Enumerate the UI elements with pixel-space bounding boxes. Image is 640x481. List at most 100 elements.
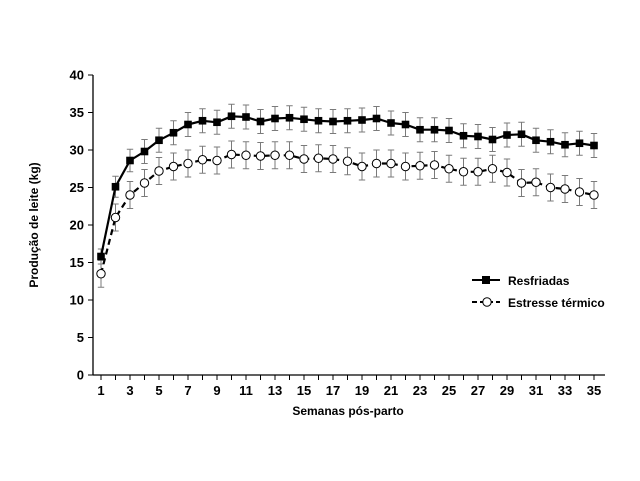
- x-tick-label: 27: [471, 383, 485, 398]
- y-tick-label: 20: [70, 218, 84, 233]
- data-point-resfriadas: [358, 116, 366, 124]
- y-tick-label: 25: [70, 180, 84, 195]
- x-axis-label: Semanas pós-parto: [292, 404, 403, 418]
- x-tick-label: 1: [97, 383, 104, 398]
- data-point-estresse-termico: [574, 187, 585, 197]
- data-point-estresse-termico: [96, 269, 106, 279]
- data-point-estresse-termico: [357, 161, 367, 172]
- data-point-resfriadas: [416, 125, 424, 134]
- data-point-resfriadas: [126, 156, 134, 165]
- data-point-estresse-termico: [299, 154, 309, 164]
- data-point-estresse-termico: [241, 150, 251, 160]
- x-tick-label: 29: [500, 383, 514, 398]
- x-tick-label: 31: [529, 383, 543, 398]
- x-tick-label: 7: [184, 383, 191, 398]
- x-tick-label: 9: [213, 383, 220, 398]
- x-tick-label: 33: [558, 383, 572, 398]
- data-point-resfriadas: [561, 140, 569, 149]
- data-point-estresse-termico: [183, 158, 193, 169]
- data-point-estresse-termico: [589, 190, 599, 200]
- data-point-estresse-termico: [458, 167, 469, 177]
- data-point-estresse-termico: [342, 156, 353, 166]
- data-point-estresse-termico: [125, 190, 135, 200]
- data-point-estresse-termico: [560, 184, 570, 194]
- legend-label-resfriadas: Resfriadas: [508, 274, 570, 288]
- data-point-estresse-termico: [139, 178, 150, 188]
- data-point-resfriadas: [111, 182, 120, 191]
- data-point-estresse-termico: [110, 212, 121, 223]
- series-lines: [99, 115, 595, 275]
- data-point-resfriadas: [488, 135, 497, 144]
- data-point-resfriadas: [314, 116, 323, 125]
- data-point-estresse-termico: [400, 161, 411, 172]
- data-point-resfriadas: [532, 136, 540, 145]
- y-tick-label: 10: [70, 293, 84, 308]
- x-tick-label: 21: [384, 383, 398, 398]
- data-point-resfriadas: [590, 141, 598, 150]
- data-point-resfriadas: [445, 126, 453, 135]
- data-point-estresse-termico: [255, 151, 266, 161]
- x-tick-label: 13: [268, 383, 282, 398]
- data-point-estresse-termico: [473, 167, 483, 177]
- data-point-estresse-termico: [212, 155, 222, 166]
- data-point-resfriadas: [329, 117, 337, 126]
- data-point-resfriadas: [97, 252, 105, 261]
- y-tick-label: 0: [77, 368, 84, 383]
- legend: Resfriadas Estresse térmico: [472, 274, 605, 310]
- series-markers: [96, 112, 599, 279]
- data-point-estresse-termico: [415, 161, 425, 171]
- x-tick-label: 25: [442, 383, 456, 398]
- data-point-estresse-termico: [531, 177, 541, 187]
- y-tick-label: 15: [70, 255, 84, 270]
- data-point-resfriadas: [198, 116, 207, 125]
- data-point-resfriadas: [546, 137, 555, 146]
- data-point-estresse-termico: [487, 164, 498, 174]
- x-tick-label: 5: [155, 383, 162, 398]
- data-point-estresse-termico: [386, 158, 396, 169]
- x-tick-label: 19: [355, 383, 369, 398]
- data-point-estresse-termico: [226, 149, 237, 160]
- data-point-resfriadas: [271, 114, 279, 123]
- y-tick-label: 5: [77, 330, 84, 345]
- data-point-resfriadas: [503, 131, 511, 139]
- data-point-estresse-termico: [270, 150, 280, 160]
- data-point-estresse-termico: [197, 155, 208, 165]
- y-axis-label: Produção de leite (kg): [27, 162, 41, 287]
- data-point-resfriadas: [430, 125, 439, 134]
- data-point-estresse-termico: [545, 182, 556, 193]
- data-point-resfriadas: [169, 128, 178, 137]
- data-point-resfriadas: [343, 116, 352, 125]
- x-tick-label: 17: [326, 383, 340, 398]
- x-tick-label: 35: [587, 383, 601, 398]
- data-point-resfriadas: [474, 132, 482, 141]
- x-tick-label: 23: [413, 383, 427, 398]
- data-point-estresse-termico: [502, 167, 512, 178]
- y-tick-label: 35: [70, 105, 84, 120]
- y-tick-label: 40: [70, 68, 84, 83]
- data-point-resfriadas: [387, 119, 395, 127]
- data-point-estresse-termico: [284, 150, 295, 160]
- data-point-resfriadas: [401, 120, 410, 129]
- legend-item-estresse-termico: Estresse térmico: [472, 296, 605, 310]
- data-point-resfriadas: [285, 113, 294, 122]
- x-tick-label: 15: [297, 383, 311, 398]
- data-point-estresse-termico: [168, 161, 179, 172]
- data-point-estresse-termico: [328, 154, 338, 164]
- data-point-resfriadas: [517, 130, 526, 139]
- data-point-resfriadas: [256, 117, 265, 126]
- data-point-estresse-termico: [516, 178, 527, 188]
- data-point-estresse-termico: [444, 164, 454, 174]
- data-point-resfriadas: [575, 139, 584, 148]
- data-point-resfriadas: [227, 112, 236, 121]
- legend-item-resfriadas: Resfriadas: [472, 274, 570, 288]
- y-tick-label: 30: [70, 143, 84, 158]
- data-point-estresse-termico: [371, 158, 382, 169]
- data-point-resfriadas: [372, 114, 381, 123]
- data-point-resfriadas: [300, 115, 308, 124]
- data-point-resfriadas: [459, 131, 468, 140]
- data-point-resfriadas: [242, 113, 250, 121]
- data-point-estresse-termico: [429, 160, 440, 170]
- data-point-resfriadas: [140, 147, 149, 156]
